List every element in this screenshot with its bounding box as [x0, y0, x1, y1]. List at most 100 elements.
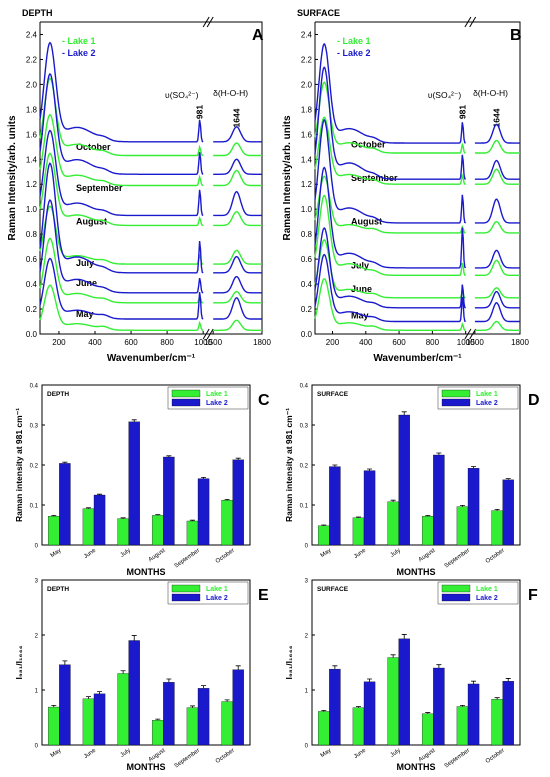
y-tick-label: 1.8	[301, 105, 313, 114]
peak-position-981: 981	[458, 105, 468, 119]
category-label: September	[174, 748, 201, 770]
spectrum-line-lake2	[314, 66, 466, 180]
panel-corner-label: SURFACE	[297, 8, 340, 18]
y-tick-label: 0.6	[26, 255, 38, 264]
category-label: October	[215, 748, 236, 765]
spectrum-line-lake1	[213, 249, 262, 265]
category-label: May	[50, 548, 63, 559]
panel-letter: C	[258, 392, 270, 409]
peak-label-sulfate: υ(SO₄²⁻)	[428, 90, 462, 100]
y-tick-label: 0	[305, 544, 309, 550]
x-axis-label: Wavenumber/cm⁻¹	[373, 353, 462, 364]
y-tick-label: 1.2	[26, 180, 38, 189]
x-tick-label: 1800	[253, 338, 271, 347]
bar-lake1	[491, 510, 503, 546]
month-label: September	[76, 183, 123, 193]
y-tick-label: 0	[305, 744, 309, 750]
spectrum-line-lake2	[39, 162, 204, 274]
y-tick-label: 2.2	[301, 55, 313, 64]
month-label: May	[351, 310, 369, 320]
panel-letter: D	[528, 392, 540, 409]
bar-lake2	[93, 494, 106, 546]
peak-label-water: δ(H-O-H)	[473, 88, 508, 98]
spectrum-line-lake2	[213, 158, 262, 175]
error-bar	[459, 505, 465, 507]
error-bar	[332, 464, 338, 467]
y-tick-label: 0.4	[26, 280, 38, 289]
x-axis-label: MONTHS	[397, 762, 436, 772]
spectrum-line-lake1	[314, 194, 466, 276]
peak-position-981: 981	[195, 105, 205, 119]
y-tick-label: 0.4	[301, 280, 313, 289]
error-bar	[390, 654, 396, 658]
legend-entry: Lake 1	[476, 391, 498, 398]
panel-letter: F	[528, 587, 538, 604]
y-tick-label: 1.4	[26, 155, 38, 164]
spectrum-line-lake1	[314, 175, 466, 234]
x-tick-label: 1800	[511, 338, 529, 347]
category-label: October	[215, 548, 236, 565]
category-label: August	[418, 548, 437, 564]
bar-lake2	[329, 466, 341, 546]
category-label: June	[83, 547, 98, 560]
error-bar	[166, 455, 172, 457]
error-bar	[425, 712, 431, 714]
y-tick-label: 2	[305, 634, 309, 640]
spectrum-line-lake2	[314, 166, 467, 269]
bar-lake2	[363, 470, 376, 546]
month-label: October	[76, 142, 111, 152]
error-bar	[367, 468, 373, 471]
error-bar	[471, 466, 477, 469]
category-label: July	[120, 548, 132, 559]
error-bar	[155, 514, 161, 516]
y-tick-label: 1	[35, 689, 39, 695]
spectrum-line-lake2	[213, 297, 262, 320]
bar-lake1	[318, 525, 330, 546]
bar-lake1	[82, 698, 95, 746]
panel-letter: E	[258, 587, 269, 604]
category-label: July	[120, 748, 132, 759]
category-label: September	[444, 748, 471, 770]
error-bar	[505, 478, 511, 480]
error-bar	[224, 699, 230, 702]
error-bar	[224, 499, 230, 501]
error-bar	[189, 519, 195, 521]
error-bar	[459, 705, 465, 707]
month-label: September	[351, 173, 398, 183]
error-bar	[189, 705, 195, 708]
category-label: August	[418, 748, 437, 764]
error-bar	[131, 419, 137, 422]
y-axis-label: I₉₈₁/I₁₆₄₄	[284, 646, 294, 680]
category-label: September	[174, 548, 201, 570]
spectrum-line-lake1	[39, 113, 204, 187]
y-axis-label: Raman Intensity/arb. units	[7, 115, 18, 240]
y-axis-label: I₉₈₁/I₁₆₄₄	[14, 646, 24, 680]
bar-lake1	[352, 517, 365, 546]
y-tick-label: 1	[305, 689, 309, 695]
bar-lake1	[387, 657, 399, 746]
bar-lake1	[456, 706, 469, 746]
bar-lake1	[422, 516, 434, 546]
error-bar	[235, 665, 241, 670]
x-tick-label: 800	[426, 338, 440, 347]
error-bar	[505, 678, 511, 682]
spectrum-line-lake2	[213, 255, 262, 274]
error-bar	[62, 461, 68, 464]
bar-lake2	[433, 454, 445, 546]
spectrum-line-lake2	[474, 302, 520, 323]
spectrum-line-lake1	[39, 152, 204, 227]
spectrum-line-lake2	[314, 42, 466, 144]
y-tick-label: 0.2	[301, 305, 313, 314]
legend-entry: Lake 2	[476, 400, 498, 407]
month-label: July	[76, 258, 94, 268]
error-bar	[51, 705, 57, 708]
plot-frame	[314, 21, 521, 335]
month-label: June	[351, 284, 372, 294]
y-tick-label: 1.8	[26, 105, 38, 114]
spectrum-line-lake1	[39, 205, 204, 265]
error-bar	[62, 660, 68, 665]
y-tick-label: 0.8	[301, 230, 313, 239]
legend-swatch	[171, 584, 201, 593]
month-label: May	[76, 309, 94, 319]
